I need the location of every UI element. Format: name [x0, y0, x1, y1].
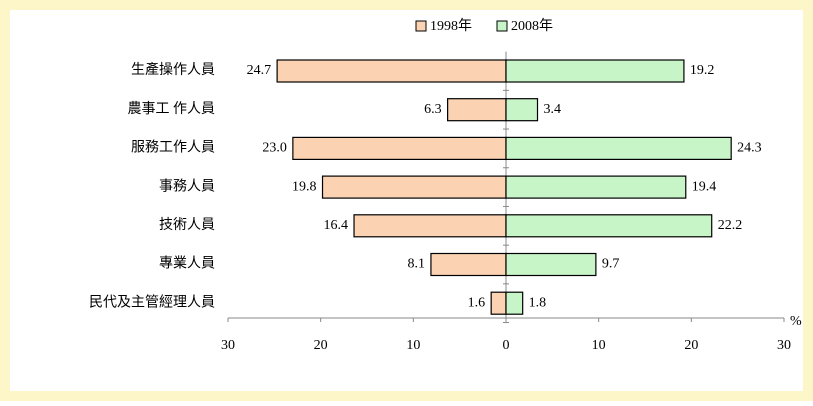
legend-label: 2008年: [511, 18, 553, 34]
bar: [321, 175, 507, 199]
data-label: 22.2: [718, 218, 743, 233]
y-tick-label: 農事工 作人員: [128, 101, 216, 117]
data-label: 19.8: [292, 179, 317, 194]
data-label: 24.3: [737, 141, 762, 156]
x-tick-label: 0: [503, 338, 510, 353]
x-tick-label: 10: [592, 338, 606, 353]
data-label: 24.7: [247, 63, 272, 78]
y-tick-label: 民代及主管經理人員: [89, 294, 215, 310]
data-label: 16.4: [324, 218, 349, 233]
bar: [276, 59, 507, 83]
data-label: 19.4: [692, 179, 717, 194]
data-label: 8.1: [407, 257, 425, 272]
data-label: 1.6: [468, 295, 486, 310]
bar: [447, 98, 507, 122]
bar: [292, 136, 507, 160]
data-label: 1.8: [529, 295, 547, 310]
x-tick-label: 30: [777, 338, 791, 353]
bar: [490, 291, 507, 315]
bar: [505, 252, 597, 277]
bar: [505, 175, 687, 199]
bar: [505, 59, 685, 83]
legend-swatch: [415, 20, 427, 32]
legend-label: 1998年: [430, 18, 472, 34]
y-tick-label: 生產操作人員: [131, 61, 215, 78]
data-label: 9.7: [602, 257, 620, 272]
bar: [505, 136, 732, 160]
x-tick-label: 20: [684, 338, 698, 353]
x-unit: %: [790, 314, 802, 329]
y-tick-label: 技術人員: [159, 217, 215, 233]
y-tick-label: 服務工作人員: [131, 140, 215, 156]
bar: [353, 214, 507, 238]
x-tick-label: 10: [406, 338, 420, 353]
bar: [505, 291, 524, 315]
y-tick-label: 專業人員: [159, 256, 215, 272]
x-tick-label: 30: [221, 338, 235, 353]
data-label: 6.3: [424, 102, 442, 117]
bar: [505, 214, 713, 238]
y-tick-label: 事務人員: [159, 178, 215, 194]
bar: [430, 252, 507, 277]
x-tick-label: 20: [314, 338, 328, 353]
data-label: 19.2: [690, 63, 715, 78]
legend-swatch: [496, 20, 508, 32]
data-label: 3.4: [544, 102, 562, 117]
data-label: 23.0: [262, 141, 287, 156]
bar: [505, 98, 539, 122]
